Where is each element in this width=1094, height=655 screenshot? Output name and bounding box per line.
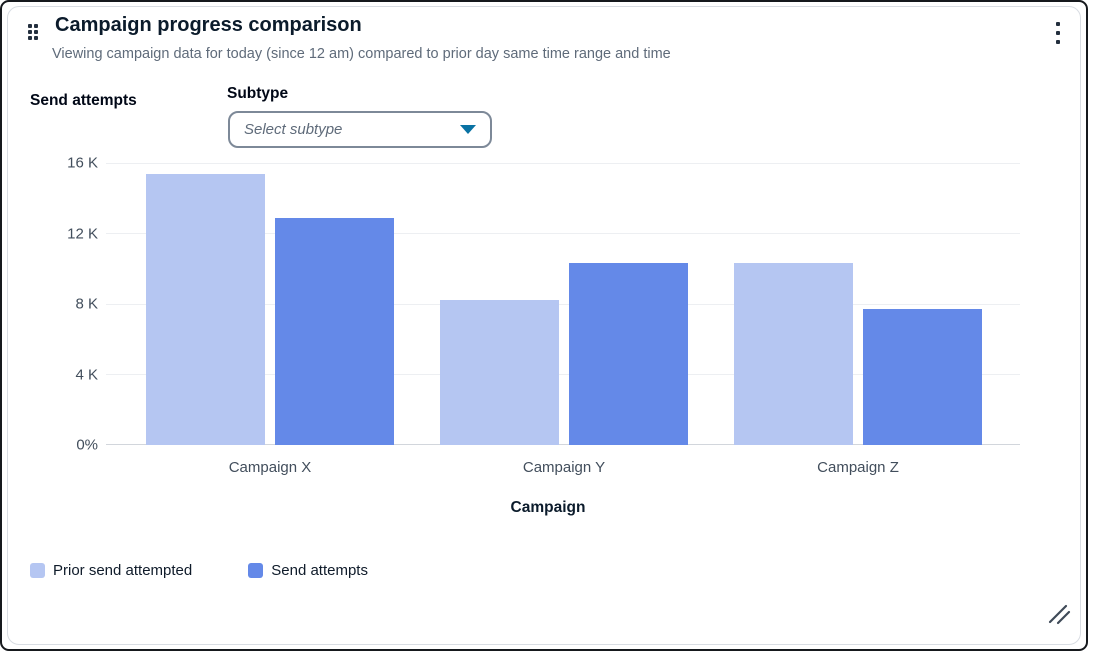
gridline (106, 162, 1020, 164)
widget-title: Campaign progress comparison (55, 14, 362, 36)
bar-prior-send-attempted-campaign-y (440, 300, 559, 445)
x-axis-tick-label: Campaign Z (817, 459, 899, 476)
gridline (106, 233, 1020, 234)
y-axis-heading: Send attempts (30, 92, 137, 109)
legend-item-send-attempts[interactable]: Send attempts (248, 562, 368, 579)
subtype-label: Subtype (227, 85, 289, 102)
y-axis-tick-label: 0% (76, 436, 98, 454)
bar-prior-send-attempted-campaign-z (734, 263, 853, 445)
subtype-placeholder: Select subtype (244, 121, 343, 138)
x-axis-tick-label: Campaign X (228, 459, 312, 476)
gridline (106, 374, 1020, 375)
gridline (106, 303, 1020, 305)
bar-send-attempts-campaign-z (863, 309, 982, 445)
resize-grip-icon[interactable] (1042, 596, 1072, 626)
bar-send-attempts-campaign-x (275, 217, 394, 445)
legend-label: Prior send attempted (53, 562, 193, 579)
subtype-select[interactable]: Select subtype (228, 111, 492, 148)
y-axis-tick-labels: 0% 4 K 8 K 12 K 16 K (16, 155, 98, 454)
chart-legend: Prior send attempted Send attempts (30, 562, 368, 579)
y-axis-tick-label: 8 K (75, 295, 98, 313)
bar-prior-send-attempted-campaign-x (146, 173, 265, 445)
bar-send-attempts-campaign-y (569, 263, 688, 445)
legend-swatch (248, 563, 264, 578)
plot-area (106, 162, 1020, 445)
drag-handle-icon[interactable] (28, 21, 44, 43)
legend-swatch (30, 563, 45, 578)
legend-label: Send attempts (271, 562, 368, 579)
x-axis-tick-label: Campaign Y (522, 459, 606, 476)
y-axis-tick-label: 12 K (67, 225, 98, 242)
x-axis-tick-labels: Campaign X Campaign Y Campaign Z (106, 459, 1020, 479)
vertical-ellipsis-icon[interactable] (1044, 14, 1072, 52)
widget-subtitle: Viewing campaign data for today (since 1… (52, 46, 671, 62)
y-axis-tick-label: 4 K (75, 366, 98, 383)
legend-item-prior-send-attempted[interactable]: Prior send attempted (30, 562, 192, 579)
caret-down-icon (460, 125, 476, 134)
y-axis-tick-label: 16 K (67, 154, 98, 172)
x-axis-baseline (106, 444, 1020, 445)
x-axis-title: Campaign (510, 499, 586, 516)
